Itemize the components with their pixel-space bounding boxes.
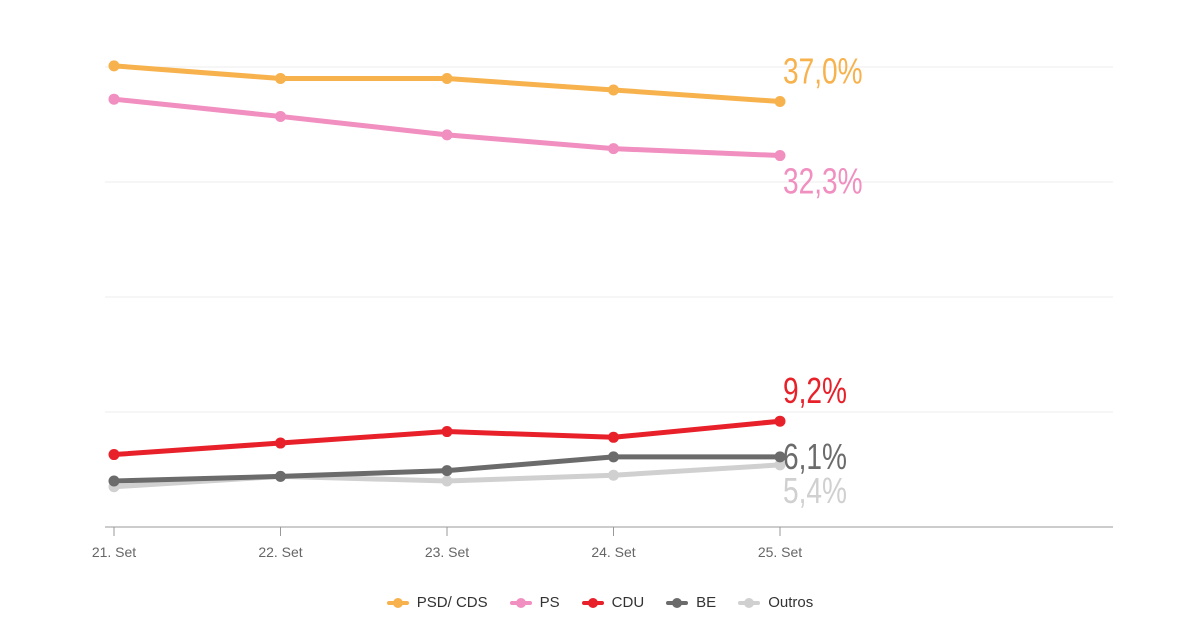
data-point[interactable] <box>608 431 619 443</box>
data-point[interactable] <box>608 143 619 155</box>
x-axis-ticks: 21. Set 22. Set 23. Set 24. Set 25. Set <box>92 527 802 560</box>
series-cdu <box>108 415 786 461</box>
legend-item[interactable]: BE <box>666 594 716 611</box>
legend-label: PSD/ CDS <box>416 594 488 611</box>
x-tick-label: 24. Set <box>591 544 635 560</box>
data-point[interactable] <box>774 451 786 463</box>
data-point[interactable] <box>275 437 286 449</box>
data-point[interactable] <box>608 469 619 481</box>
x-tick-label: 21. Set <box>92 544 136 560</box>
series-be <box>108 451 786 487</box>
x-tick-label: 25. Set <box>758 544 802 560</box>
legend-label: BE <box>696 594 717 611</box>
data-point[interactable] <box>108 60 120 72</box>
data-point[interactable] <box>275 470 286 482</box>
x-tick-label: 22. Set <box>258 544 302 560</box>
data-point[interactable] <box>108 449 120 461</box>
legend-label: PS <box>539 594 560 611</box>
data-point[interactable] <box>441 73 453 84</box>
data-point[interactable] <box>774 459 786 471</box>
legend: PSD/ CDS PS CDU BE Outros <box>0 594 1200 611</box>
legend-label: CDU <box>611 594 645 611</box>
end-label: 6,1% <box>783 437 847 477</box>
data-point[interactable] <box>774 96 786 107</box>
legend-swatch-icon <box>738 597 761 608</box>
data-point[interactable] <box>608 84 619 96</box>
data-point[interactable] <box>774 415 786 427</box>
legend-item[interactable]: CDU <box>581 594 645 611</box>
x-tick-label: 23. Set <box>425 544 469 560</box>
data-point[interactable] <box>275 110 286 122</box>
legend-label: Outros <box>768 594 814 611</box>
end-label: 32,3% <box>783 161 863 201</box>
data-point[interactable] <box>608 451 619 463</box>
series-ps <box>108 93 786 162</box>
data-point[interactable] <box>774 150 786 162</box>
legend-swatch-icon <box>386 597 409 608</box>
legend-swatch-icon <box>509 597 532 608</box>
end-label: 37,0% <box>783 51 863 91</box>
series-group <box>108 60 786 493</box>
end-label: 5,4% <box>783 471 847 511</box>
legend-item[interactable]: Outros <box>738 594 813 611</box>
series-line <box>113 96 781 159</box>
data-point[interactable] <box>108 475 120 487</box>
legend-swatch-icon <box>581 597 604 608</box>
legend-item[interactable]: PS <box>509 594 560 611</box>
data-point[interactable] <box>441 475 453 487</box>
end-label: 9,2% <box>783 371 847 411</box>
data-point[interactable] <box>441 426 453 438</box>
gridlines <box>105 66 1113 413</box>
data-point[interactable] <box>441 465 453 477</box>
series-psd-cds <box>108 60 786 107</box>
line-chart: 21. Set 22. Set 23. Set 24. Set 25. Set 37,0… <box>92 51 1113 560</box>
end-labels: 37,0% 32,3% 9,2% 6,1%5,4% <box>783 51 863 511</box>
data-point[interactable] <box>275 73 286 84</box>
data-point[interactable] <box>108 93 120 105</box>
data-point[interactable] <box>441 129 453 141</box>
legend-item[interactable]: PSD/ CDS <box>386 594 488 611</box>
legend-swatch-icon <box>666 597 689 608</box>
